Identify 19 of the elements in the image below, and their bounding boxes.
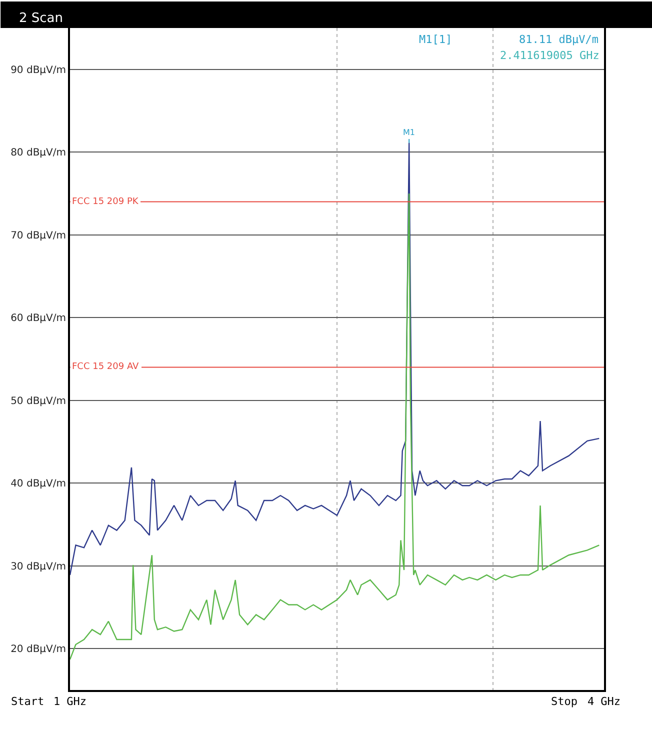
x-tick-label: 1 GHz (53, 695, 87, 708)
ref-line-label: FCC 15 209 AV (72, 362, 140, 372)
y-tick-label: 90 dBµV/m (10, 64, 66, 76)
annotation: M1[1] (419, 33, 452, 46)
y-tick-label: 60 dBµV/m (10, 313, 66, 324)
y-tick-label: 40 dBµV/m (10, 478, 66, 490)
annotation: 2.411619005 GHz (500, 49, 600, 62)
annotation: 81.11 dBµV/m (519, 33, 599, 46)
y-tick-label: 30 dBµV/m (10, 561, 66, 572)
y-tick-label: 50 dBµV/m (10, 396, 66, 407)
x-tick-label: 4 GHz (587, 695, 621, 708)
y-tick-label: 20 dBµV/m (10, 644, 66, 656)
ref-line-label: FCC 15 209 PK (72, 197, 140, 207)
y-tick-label: 70 dBµV/m (10, 230, 66, 242)
chart-title: 2 Scan (19, 11, 64, 26)
y-tick-label: 80 dBµV/m (10, 148, 66, 159)
annotation: M1 (403, 128, 415, 137)
text: Start (11, 695, 44, 708)
text: Stop (551, 695, 578, 708)
